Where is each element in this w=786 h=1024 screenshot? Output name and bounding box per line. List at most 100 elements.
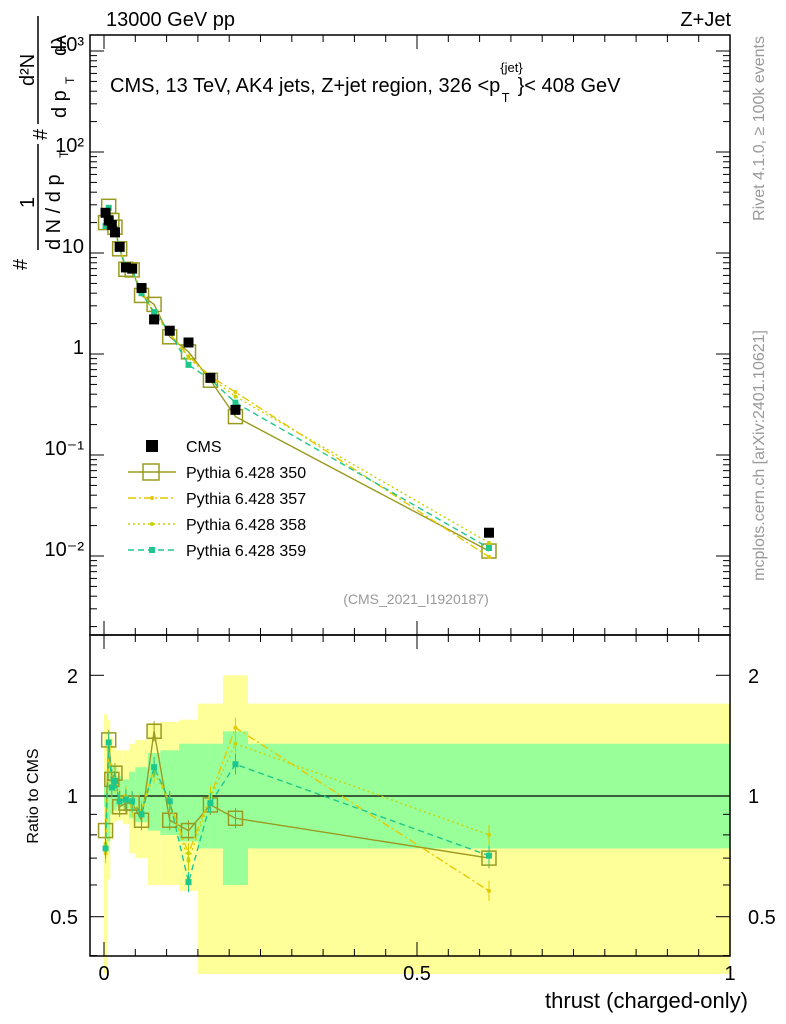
ratio-point	[151, 764, 158, 771]
series-point	[233, 394, 238, 399]
cms-data-point	[109, 227, 120, 238]
series-point	[186, 355, 191, 360]
series-point	[151, 309, 158, 316]
series-point	[486, 540, 491, 545]
series-point	[486, 554, 491, 559]
ratio-ytick-left: 0.5	[50, 907, 78, 929]
legend-label: Pythia 6.428 359	[186, 543, 306, 560]
ratio-ytick-left: 2	[67, 666, 78, 688]
ratio-point	[233, 725, 238, 730]
svg-text:d p: d p	[49, 90, 71, 118]
ytick-label: 10⁻²	[45, 539, 85, 561]
legend-marker-359	[149, 547, 155, 553]
ytick-label: 10²	[55, 135, 84, 157]
ytick-label: 1	[73, 337, 84, 359]
cms-data-point	[183, 337, 194, 348]
ratio-point	[105, 739, 112, 746]
band-green	[179, 743, 198, 842]
ratio-ytick-labels: 0.5 1 2 0.5 1 2	[50, 666, 776, 929]
svg-text:d N / d p: d N / d p	[43, 174, 65, 250]
ratio-series	[97, 717, 497, 902]
ytick-label: 10	[62, 236, 84, 258]
header-process: Z+Jet	[680, 9, 731, 31]
ratio-point	[180, 822, 197, 839]
xtick-label: 1	[724, 963, 735, 985]
rivet-version-label: Rivet 4.1.0, ≥ 100k events	[751, 36, 768, 221]
legend: CMS Pythia 6.428 350 Pythia 6.428 357 Py…	[128, 439, 306, 560]
ratio-point	[129, 798, 136, 805]
ytick-label: 10⁻¹	[45, 438, 85, 460]
ratio-point	[486, 832, 491, 837]
ratio-ytick-left: 1	[67, 786, 78, 808]
band-green	[107, 747, 111, 842]
plot-title: CMS, 13 TeV, AK4 jets, Z+jet region, 326…	[110, 60, 621, 105]
svg-text:#: #	[10, 258, 32, 270]
ratio-point	[102, 845, 109, 852]
ratio-point	[186, 858, 191, 863]
cms-data-point	[136, 283, 147, 294]
x-axis-label: thrust (charged-only)	[545, 988, 748, 1013]
axis-ticks	[90, 35, 731, 957]
series-point	[185, 361, 192, 368]
ratio-ytick-right: 2	[748, 666, 759, 688]
ratio-point	[185, 879, 192, 886]
legend-label: CMS	[186, 439, 222, 456]
cms-data-point	[120, 262, 131, 273]
ratio-point	[232, 761, 239, 768]
cms-data-point	[127, 263, 138, 274]
ratio-point	[108, 784, 115, 791]
legend-label: Pythia 6.428 350	[186, 465, 306, 482]
series-point	[111, 241, 128, 257]
series-point	[233, 390, 238, 395]
series-point	[485, 545, 492, 552]
ytick-label: 10³	[55, 34, 84, 56]
ratio-point	[146, 723, 162, 740]
ratio-ytick-right: 0.5	[748, 907, 776, 929]
main-ylabel: # 1 d N / d p T # d²N d p T dλ	[10, 16, 77, 270]
analysis-id: (CMS_2021_I1920187)	[343, 591, 489, 607]
svg-text:T: T	[63, 76, 77, 84]
ratio-point	[233, 741, 238, 746]
cms-data-point	[230, 404, 241, 415]
svg-text:d²N: d²N	[17, 54, 39, 86]
xtick-labels: 0 0.5 1	[98, 963, 735, 985]
legend-marker-357	[150, 496, 154, 500]
ratio-point	[122, 796, 129, 803]
cms-data-point	[114, 241, 125, 252]
legend-label: Pythia 6.428 358	[186, 517, 306, 534]
ratio-ytick-right: 1	[748, 786, 759, 808]
ratio-point	[485, 852, 492, 859]
ratio-point	[166, 798, 173, 805]
ratio-uncertainty-bands	[104, 675, 731, 974]
ratio-point	[207, 800, 214, 807]
series-point	[102, 223, 109, 230]
series-point	[232, 399, 239, 406]
cms-data-point	[149, 314, 160, 325]
cms-data-point	[164, 325, 175, 336]
cms-data-point	[205, 372, 216, 383]
svg-text:1: 1	[17, 197, 39, 208]
legend-label: Pythia 6.428 357	[186, 491, 306, 508]
svg-text:#: #	[30, 128, 52, 140]
ratio-point	[227, 810, 244, 827]
legend-marker-358	[150, 522, 154, 526]
ratio-point	[486, 888, 491, 893]
cms-data-point	[100, 207, 111, 218]
xtick-label: 0.5	[403, 963, 431, 985]
ratio-ylabel: Ratio to CMS	[25, 748, 42, 843]
ratio-point	[138, 811, 145, 818]
ratio-point	[116, 798, 123, 805]
cms-data-point	[483, 527, 494, 538]
main-series	[97, 198, 497, 559]
svg-text:T: T	[57, 150, 71, 158]
mcplots-label: mcplots.cern.ch [arXiv:2401.10621]	[751, 330, 768, 581]
series-point	[138, 290, 145, 297]
cms-data-point	[106, 219, 117, 230]
legend-marker-cms	[146, 440, 158, 452]
legend-marker-350	[142, 463, 160, 481]
xtick-label: 0	[98, 963, 109, 985]
ratio-point	[111, 777, 118, 784]
header-energy: 13000 GeV pp	[106, 9, 235, 31]
svg-text:dλ: dλ	[49, 35, 71, 56]
